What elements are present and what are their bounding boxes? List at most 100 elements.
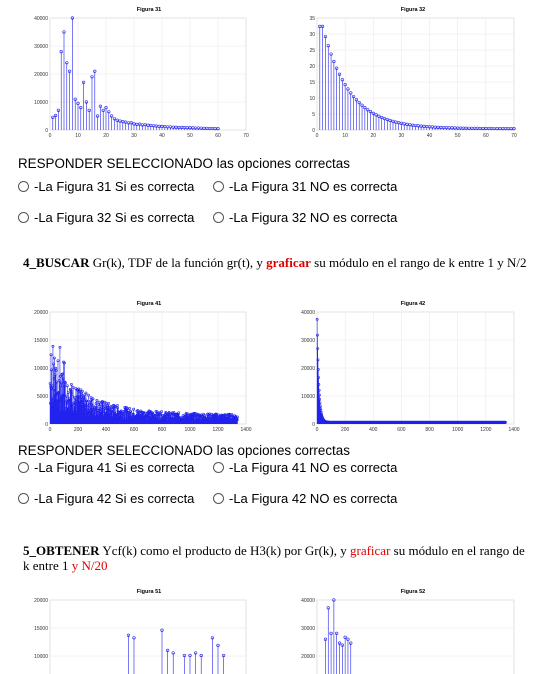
option-fig31-si[interactable]: -La Figura 31 Si es correcta bbox=[18, 179, 194, 194]
y-tick-label: 30000 bbox=[34, 44, 48, 50]
option-fig31-no[interactable]: -La Figura 31 NO es correcta bbox=[213, 179, 397, 194]
stem-marker bbox=[51, 344, 55, 348]
stem-marker bbox=[73, 97, 77, 101]
stem-marker bbox=[56, 108, 61, 112]
stem-marker bbox=[66, 391, 70, 394]
stem-marker bbox=[65, 61, 69, 65]
stem-marker bbox=[317, 383, 321, 386]
y-tick-label: 0 bbox=[312, 128, 315, 134]
radio-icon[interactable] bbox=[213, 462, 224, 473]
stem-marker bbox=[118, 119, 122, 123]
stem-marker bbox=[349, 91, 353, 95]
stem-marker bbox=[230, 412, 234, 416]
stem-marker bbox=[142, 411, 146, 415]
radio-icon[interactable] bbox=[213, 181, 224, 192]
stem-marker bbox=[85, 399, 89, 403]
stem-marker bbox=[121, 119, 125, 124]
stem-marker bbox=[340, 78, 344, 82]
stem-marker bbox=[371, 111, 375, 115]
stem-marker bbox=[56, 359, 60, 363]
x-tick-label: 50 bbox=[455, 133, 461, 139]
stem-marker bbox=[382, 117, 387, 121]
stem-marker bbox=[71, 402, 74, 406]
y-tick-label: 10000 bbox=[34, 654, 48, 660]
stem-marker bbox=[109, 114, 114, 118]
stem-marker bbox=[62, 30, 66, 34]
stem-marker bbox=[59, 49, 63, 54]
stem-marker bbox=[87, 393, 90, 397]
y-tick-label: 10000 bbox=[34, 100, 48, 106]
option-fig41-no[interactable]: -La Figura 41 NO es correcta bbox=[213, 460, 397, 475]
stem-marker bbox=[380, 115, 384, 120]
x-tick-label: 0 bbox=[49, 427, 52, 433]
option-fig42-si[interactable]: -La Figura 42 Si es correcta bbox=[18, 491, 194, 506]
stem-marker bbox=[160, 628, 164, 632]
radio-icon[interactable] bbox=[18, 462, 29, 473]
stem-marker bbox=[326, 606, 330, 610]
option-label: -La Figura 41 NO es correcta bbox=[229, 460, 398, 475]
stem-marker bbox=[84, 100, 89, 104]
stem-marker bbox=[101, 108, 105, 112]
stem-marker bbox=[317, 393, 321, 397]
stem-marker bbox=[346, 637, 350, 641]
y-tick-label: 40000 bbox=[301, 598, 315, 604]
x-tick-label: 50 bbox=[187, 133, 193, 139]
radio-icon[interactable] bbox=[18, 493, 29, 504]
y-tick-label: 5000 bbox=[37, 394, 48, 400]
stem-marker bbox=[222, 653, 226, 658]
radio-icon[interactable] bbox=[18, 212, 29, 223]
stem-marker bbox=[132, 407, 135, 411]
stem-marker bbox=[216, 126, 220, 131]
stem-marker bbox=[388, 118, 392, 123]
stem-marker bbox=[107, 110, 111, 114]
figure-32-title: Figura 32 bbox=[401, 7, 425, 13]
stem-marker bbox=[192, 412, 196, 415]
stem-marker bbox=[186, 412, 190, 416]
stem-marker bbox=[354, 98, 359, 102]
stem-marker bbox=[346, 87, 350, 91]
stem-marker bbox=[123, 120, 128, 124]
radio-icon[interactable] bbox=[213, 493, 224, 504]
stem-marker bbox=[385, 118, 389, 122]
task-5-verb: graficar bbox=[350, 543, 391, 558]
x-tick-label: 40 bbox=[159, 133, 165, 139]
task-4-verb: graficar bbox=[266, 255, 311, 270]
stem-marker bbox=[397, 121, 401, 125]
stem-marker bbox=[128, 407, 132, 410]
y-tick-label: 15000 bbox=[34, 338, 48, 344]
figure-41-chart: Figura 41 20000 15000 10000 5000 00 200 400 600… bbox=[34, 301, 252, 433]
x-tick-label: 1200 bbox=[480, 427, 491, 433]
stem-marker bbox=[321, 24, 325, 28]
x-tick-label: 30 bbox=[131, 133, 137, 139]
stem-marker bbox=[97, 400, 101, 404]
y-tick-label: 20000 bbox=[301, 366, 315, 372]
y-tick-label: 35 bbox=[309, 16, 315, 22]
option-fig42-no[interactable]: -La Figura 42 NO es correcta bbox=[213, 491, 397, 506]
stem-marker bbox=[98, 104, 102, 108]
stem-marker bbox=[335, 631, 339, 635]
stem-marker bbox=[349, 641, 353, 645]
stem-marker bbox=[199, 653, 203, 658]
y-tick-label: 15000 bbox=[34, 626, 48, 632]
stem-marker bbox=[105, 404, 109, 408]
y-tick-label: 40000 bbox=[34, 16, 48, 22]
x-tick-label: 200 bbox=[341, 427, 350, 433]
figure-42: Figura 42 40000 30000 20000 10000 0 0 200 400 60… bbox=[295, 296, 520, 436]
radio-icon[interactable] bbox=[213, 212, 224, 223]
x-tick-label: 400 bbox=[102, 427, 111, 433]
option-fig32-no[interactable]: -La Figura 32 NO es correcta bbox=[213, 210, 397, 225]
y-tick-label: 40000 bbox=[301, 310, 315, 316]
radio-icon[interactable] bbox=[18, 181, 29, 192]
stem-marker bbox=[194, 651, 198, 655]
option-fig32-si[interactable]: -La Figura 32 Si es correcta bbox=[18, 210, 194, 225]
task-4-text: Gr(k), TDF de la función gr(t), y bbox=[89, 255, 267, 270]
figure-31-title: Figura 31 bbox=[137, 7, 161, 13]
stem-marker bbox=[93, 69, 97, 73]
option-fig41-si[interactable]: -La Figura 41 Si es correcta bbox=[18, 460, 194, 475]
figure-51: Figura 51 20000 15000 10000 bbox=[24, 584, 252, 674]
y-tick-label: 20 bbox=[309, 64, 315, 70]
figure-51-chart: Figura 51 20000 15000 10000 bbox=[34, 589, 247, 674]
y-tick-label: 20000 bbox=[301, 654, 315, 660]
stem-marker bbox=[58, 345, 62, 349]
stem-marker bbox=[126, 633, 130, 637]
